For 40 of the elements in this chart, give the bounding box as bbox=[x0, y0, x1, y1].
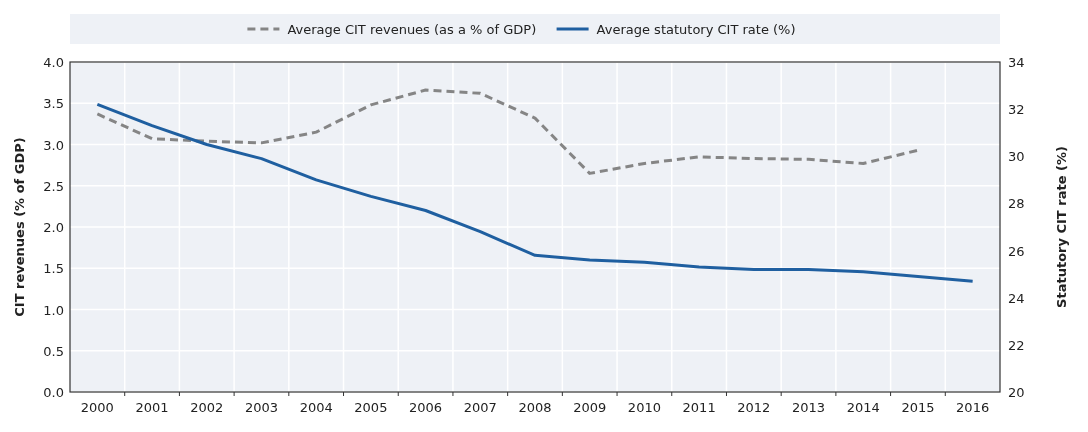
x-tick-label: 2002 bbox=[190, 400, 224, 415]
x-tick-label: 2004 bbox=[299, 400, 333, 415]
y2-tick-label: 24 bbox=[1008, 290, 1025, 306]
y2-tick-label: 32 bbox=[1008, 102, 1025, 118]
x-tick-label: 2009 bbox=[573, 400, 607, 415]
x-tick-label: 2010 bbox=[627, 400, 661, 415]
y2-axis-title: Statutory CIT rate (%) bbox=[1054, 146, 1069, 308]
x-tick-label: 2016 bbox=[956, 400, 990, 415]
x-tick-label: 2012 bbox=[737, 400, 771, 415]
y2-tick-label: 30 bbox=[1008, 149, 1025, 165]
y2-tick-label: 28 bbox=[1008, 196, 1025, 212]
y-tick-label: 0.0 bbox=[43, 385, 64, 400]
y-tick-label: 0.5 bbox=[43, 343, 64, 359]
x-tick-label: 2015 bbox=[901, 400, 935, 415]
y-tick-label: 3.5 bbox=[43, 96, 64, 112]
line-series bbox=[95, 88, 920, 175]
y-axis-title: CIT revenues (% of GDP) bbox=[12, 137, 27, 317]
y-tick-label: 3.0 bbox=[43, 137, 64, 153]
x-tick-label: 2011 bbox=[682, 400, 716, 415]
legend-label: Average CIT revenues (as a % of GDP) bbox=[287, 22, 537, 37]
y-tick-label: 2.0 bbox=[43, 220, 64, 235]
line-series bbox=[95, 102, 975, 283]
y2-tick-label: 34 bbox=[1008, 55, 1025, 70]
legend-label: Average statutory CIT rate (%) bbox=[596, 22, 796, 37]
x-tick-label: 2003 bbox=[244, 400, 279, 415]
y2-tick-label: 26 bbox=[1008, 243, 1025, 259]
y2-tick-label: 22 bbox=[1008, 337, 1025, 353]
x-tick-label: 2014 bbox=[846, 400, 880, 415]
x-tick-label: 2000 bbox=[80, 400, 114, 415]
y-tick-label: 4.0 bbox=[43, 55, 64, 70]
x-tick-label: 2006 bbox=[409, 400, 443, 415]
x-tick-label: 2001 bbox=[135, 400, 169, 415]
x-tick-label: 2007 bbox=[463, 400, 497, 415]
x-tick-label: 2013 bbox=[791, 400, 826, 415]
x-tick-label: 2008 bbox=[518, 400, 552, 415]
y-tick-label: 1.0 bbox=[43, 302, 64, 318]
x-tick-label: 2005 bbox=[354, 400, 388, 415]
y-tick-label: 2.5 bbox=[43, 178, 64, 194]
y2-tick-label: 20 bbox=[1008, 385, 1025, 400]
y-tick-label: 1.5 bbox=[43, 261, 64, 277]
